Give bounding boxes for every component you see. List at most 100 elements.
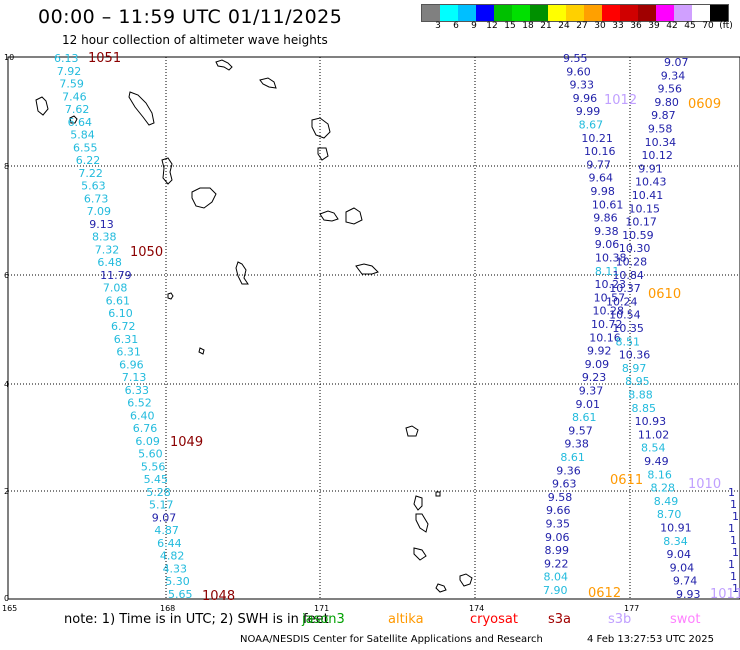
pass-id-label: 0610 [648, 287, 681, 302]
track-value: 6.73 [84, 192, 109, 205]
island [317, 147, 329, 161]
map-subtitle: 12 hour collection of altimeter wave hei… [62, 33, 328, 47]
track-value: 8.61 [560, 451, 585, 464]
track-value: 9.57 [568, 424, 593, 437]
island [435, 491, 441, 497]
island [167, 292, 174, 300]
track-value: 10.15 [629, 202, 661, 215]
track-value: 10.12 [641, 149, 673, 162]
track-value: 6.31 [114, 333, 139, 346]
color-scale-label: 39 [648, 21, 660, 31]
island [413, 547, 427, 561]
track-value: 8.97 [622, 362, 647, 375]
color-swatch [458, 5, 476, 21]
track-value: 10.61 [592, 198, 624, 211]
track-value: 10.30 [619, 242, 651, 255]
track-value: 6.64 [68, 116, 93, 129]
track-value: 5.60 [138, 448, 163, 461]
x-tick-label: 171 [314, 604, 329, 613]
track-value: 8.67 [579, 119, 604, 132]
notes-text: note: 1) Time is in UTC; 2) SWH is in fe… [64, 612, 329, 627]
track-value: 9.01 [575, 398, 600, 411]
track-value: 6.61 [106, 294, 131, 307]
island [435, 583, 447, 593]
track-value: 9.06 [545, 531, 570, 544]
track-value: 6.96 [119, 358, 143, 371]
track-value: 9.80 [654, 96, 679, 109]
y-tick-label: 2 [4, 487, 9, 496]
pass-id-label: 1049 [170, 435, 203, 450]
track-value: 7.59 [59, 78, 84, 91]
track-value: 4.87 [154, 524, 179, 537]
track-value: 10.23 [594, 278, 626, 291]
y-tick-label: 8 [4, 162, 9, 171]
island [259, 77, 277, 89]
edge-track-value: 1 [728, 522, 735, 535]
track-value: 4.33 [163, 562, 188, 575]
track-value: 9.74 [673, 575, 698, 588]
island [191, 187, 217, 209]
y-tick-label: 0 [4, 594, 9, 603]
color-swatch [584, 5, 602, 21]
island [198, 347, 205, 355]
track-value: 8.88 [628, 389, 653, 402]
pass-id-label: 1012 [604, 93, 637, 108]
track-value: 10.84 [612, 269, 644, 282]
track-value: 6.22 [76, 154, 101, 167]
x-tick-label: 165 [2, 604, 17, 613]
track-value: 6.52 [127, 397, 151, 410]
x-axis-ticks: 165 168 171 174 177 [2, 604, 639, 613]
track-value: 9.49 [644, 455, 669, 468]
track-value: 9.91 [638, 162, 663, 175]
track-value: 6.09 [135, 435, 160, 448]
map-title: 00:00 – 11:59 UTC 01/11/2025 [38, 6, 343, 28]
track-value: 9.38 [564, 438, 589, 451]
color-swatch [602, 5, 620, 21]
track-value: 7.92 [57, 65, 82, 78]
track-value: 9.60 [566, 65, 591, 78]
track-value: 10.28 [593, 305, 625, 318]
track-value: 7.62 [65, 103, 90, 116]
pass-id-label: 0612 [588, 586, 621, 601]
track-value: 10.36 [619, 349, 651, 362]
color-scale-label: 42 [666, 21, 678, 31]
track-value: 10.38 [595, 252, 627, 265]
satellite-legend-item: swot [670, 612, 701, 627]
island [319, 210, 339, 222]
track-value: 10.37 [609, 282, 641, 295]
pass-id-label: 0611 [610, 473, 643, 488]
y-tick-label: 4 [4, 380, 9, 389]
track-value: 9.04 [670, 561, 695, 574]
track-value: 9.04 [666, 548, 691, 561]
track-value: 10.24 [606, 295, 638, 308]
track-value: 10.54 [609, 309, 641, 322]
color-scale-label: 33 [612, 21, 624, 31]
pass-id-label: 1011 [710, 587, 740, 602]
color-scale-label: 12 [486, 21, 498, 31]
grid [8, 57, 740, 599]
color-swatch [638, 5, 656, 21]
track-value: 10.21 [581, 132, 613, 145]
satellite-legend-item: altika [388, 612, 424, 627]
color-swatch [494, 5, 512, 21]
island [35, 96, 49, 116]
footer-timestamp: 4 Feb 13:27:53 UTC 2025 [587, 634, 714, 645]
track-value: 10.43 [635, 176, 667, 189]
island [311, 117, 331, 139]
track-value: 8.51 [616, 335, 641, 348]
track-value: 9.06 [595, 238, 620, 251]
track-value: 9.56 [658, 83, 683, 96]
track-value: 10.34 [645, 136, 677, 149]
track-value: 10.17 [625, 216, 657, 229]
satellite-legend-item: jason3 [302, 612, 345, 627]
track-value: 9.23 [582, 371, 607, 384]
track-value: 7.13 [122, 371, 147, 384]
color-scale-label: (ft) [719, 21, 733, 31]
track-value: 9.37 [579, 385, 604, 398]
track-east-a: 9.559.609.339.969.998.6710.2110.169.779.… [543, 52, 627, 597]
color-swatch [512, 5, 530, 21]
track-value: 8.85 [631, 402, 656, 415]
track-value: 6.76 [133, 422, 158, 435]
color-scale-label: 9 [471, 21, 477, 31]
